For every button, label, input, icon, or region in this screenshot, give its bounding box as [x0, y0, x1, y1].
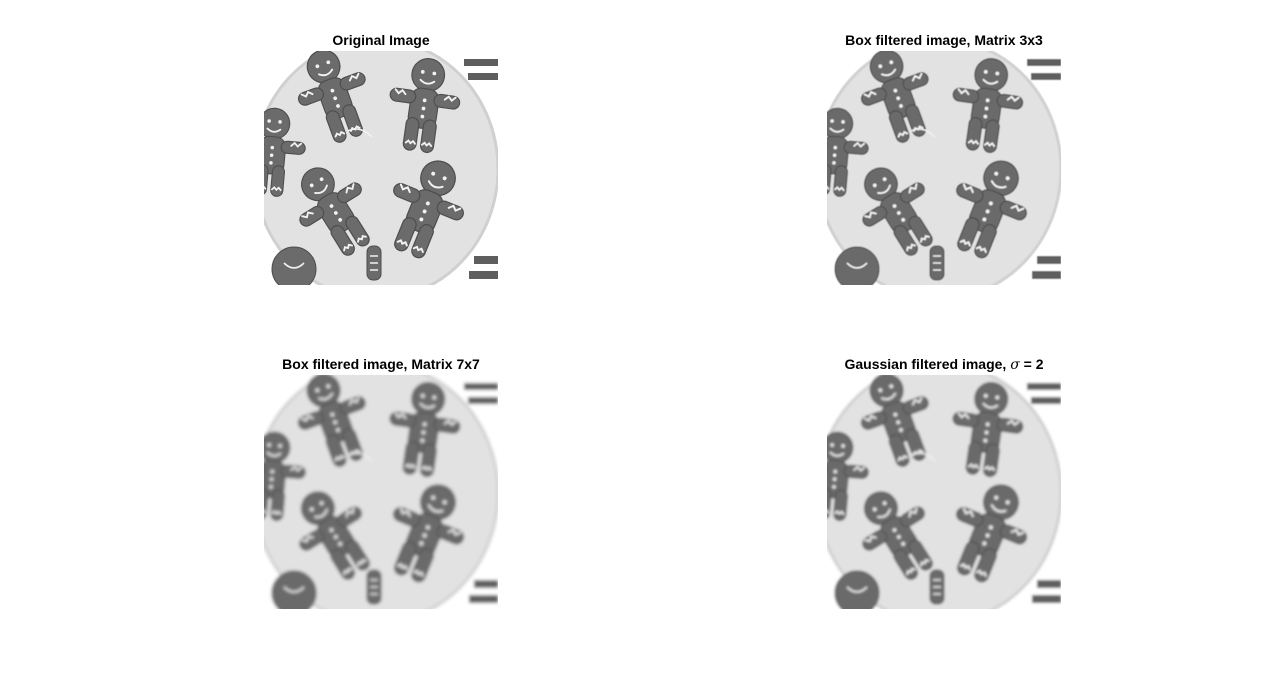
box-filtered-3x3-image	[827, 51, 1061, 285]
panel-title: Gaussian filtered image, σ = 2	[844, 356, 1044, 373]
panel-title: Box filtered image, Matrix 7x7	[282, 356, 480, 372]
box-filtered-7x7-image	[264, 375, 498, 609]
sigma-symbol: σ	[1010, 357, 1020, 373]
gaussian-filtered-image	[827, 375, 1061, 609]
original-image	[264, 51, 498, 285]
panel-title: Box filtered image, Matrix 3x3	[845, 32, 1043, 48]
panel-title: Original Image	[332, 32, 430, 48]
